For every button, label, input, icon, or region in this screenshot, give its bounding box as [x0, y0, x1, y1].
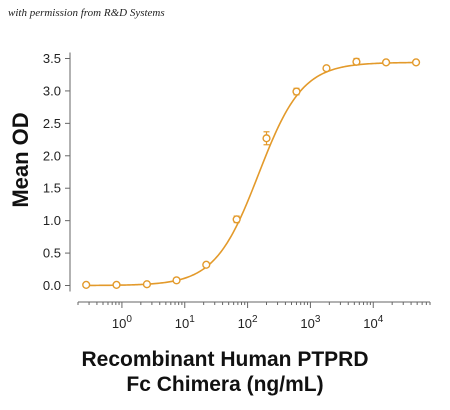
x-tick-label: 103: [300, 314, 320, 331]
x-axis: 100 101 102 103 104: [77, 301, 431, 331]
data-point: [232, 215, 241, 224]
data-point: [381, 58, 391, 67]
credit-text: with permission from R&D Systems: [8, 7, 165, 19]
x-tick-label: 100: [112, 314, 132, 331]
data-point: [142, 280, 152, 289]
y-tick-label: 0.5: [43, 246, 61, 261]
fit-curve-layer: [86, 61, 417, 287]
y-tick-label: 1.5: [43, 181, 61, 196]
data-point: [112, 280, 121, 289]
fit-curve: [86, 61, 417, 287]
data-points-layer: [82, 57, 421, 289]
y-tick-label: 2.5: [43, 116, 61, 131]
y-axis: 0.0 0.5 1.0 1.5 2.0 2.5 3.0 3.5: [43, 51, 71, 293]
data-point: [322, 64, 331, 73]
data-point: [82, 280, 91, 289]
y-tick-label: 0.0: [43, 278, 61, 293]
data-point: [172, 276, 181, 285]
x-tick-label: 102: [238, 314, 258, 331]
x-axis-title-line-1: Recombinant Human PTPRD: [81, 348, 369, 371]
y-tick-label: 3.5: [43, 51, 61, 66]
x-axis-title-line-2: Fc Chimera (ng/mL): [126, 373, 324, 396]
y-tick-label: 2.0: [43, 148, 61, 163]
data-point: [292, 87, 301, 96]
data-point: [262, 134, 271, 143]
data-point: [352, 57, 361, 66]
y-axis-title: Mean OD: [8, 112, 33, 207]
y-tick-label: 1.0: [43, 213, 61, 228]
y-tick-label: 3.0: [43, 83, 61, 98]
x-tick-label: 104: [363, 314, 383, 331]
x-tick-label: 101: [175, 314, 195, 331]
data-point: [202, 260, 211, 269]
data-point: [411, 58, 421, 67]
dose-response-chart: 0.0 0.5 1.0 1.5 2.0 2.5 3.0 3.5 100 101 102 103 104…: [8, 51, 431, 331]
